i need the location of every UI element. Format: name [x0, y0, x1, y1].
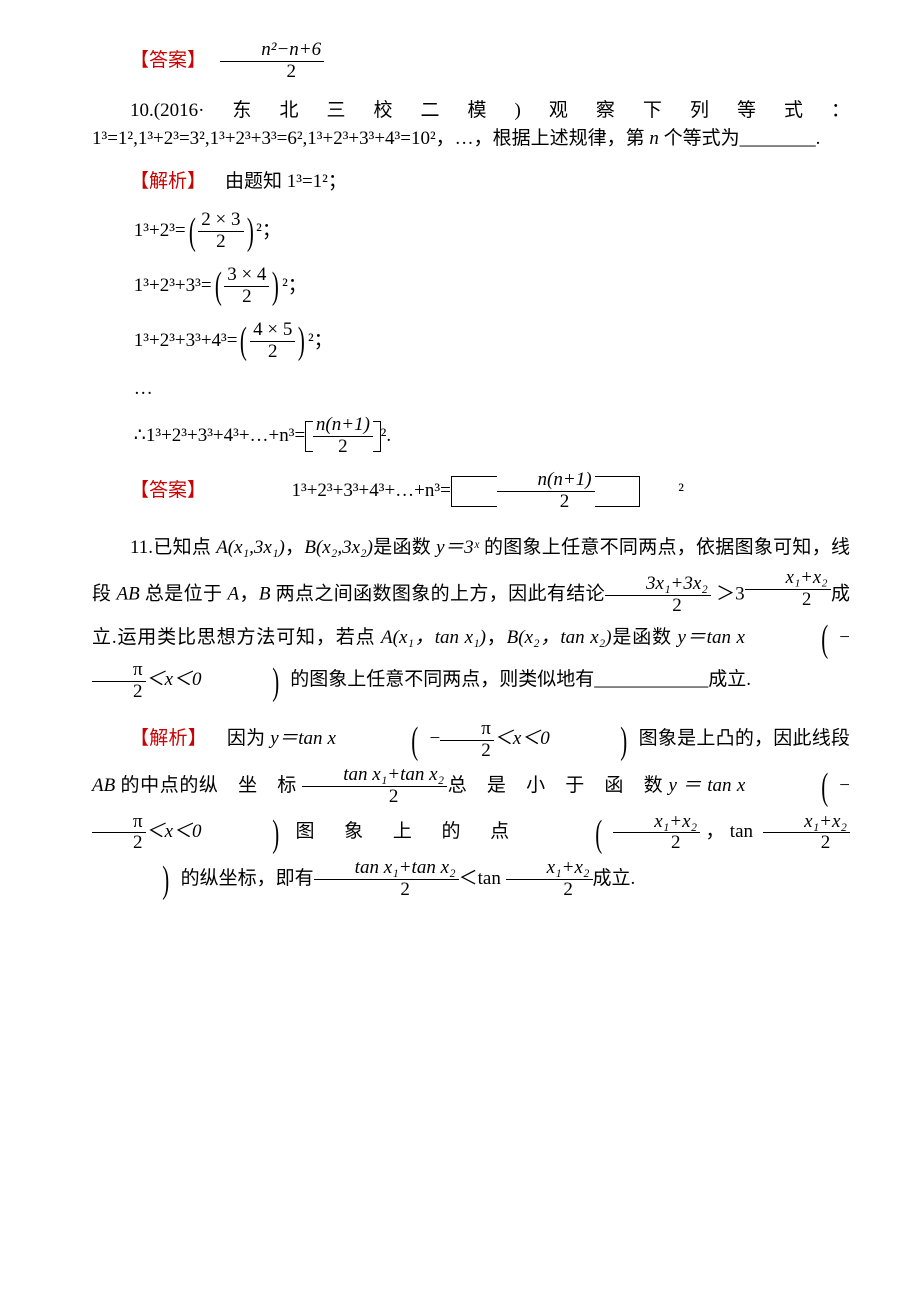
answer-label: 【答案】: [130, 50, 206, 71]
q10-answer: 【答案】 1³+2³+3³+4³+…+n³= n(n+1) 2 ²: [92, 470, 850, 513]
q11-stem: 11.已知点 A(x₁,3x₁​)，B(x₂,3x₂​)是函数 y＝3ˣ 的图象…: [92, 527, 850, 703]
q10-eq-line: 1³+2³+3³+4³=(4 × 52)²；: [134, 320, 850, 363]
q9-fraction: n²−n+6 2: [220, 40, 324, 83]
q10-conclusion: ∴1³+2³+3³+4³+…+n³= n(n+1) 2 ².: [134, 415, 850, 458]
q9-answer: 【答案】 n²−n+6 2: [92, 40, 850, 83]
solution-label: 【解析】: [130, 171, 206, 192]
q10-dots: …: [134, 375, 850, 404]
answer-label: 【答案】: [92, 477, 206, 506]
q10-equations: 1³+2³=(2 × 32)²； 1³+2³+3³=(3 × 42)²； 1³+2³…: [92, 210, 850, 362]
q10-solution: 【解析】 由题知 1³=1²；: [92, 168, 850, 197]
q10-eq-line: 1³+2³=(2 × 32)²；: [134, 210, 850, 253]
q10-eq-line: 1³+2³+3³=(3 × 42)²；: [134, 265, 850, 308]
q11-solution: 【解析】 因为 y＝tan x (−π2＜x＜0)图象是上凸的，因此线段 AB …: [92, 716, 850, 902]
q10-stem: 10.(2016·东北三校二模)观察下列等式：1³=1²,1³+2³=3²,1³…: [92, 97, 850, 154]
solution-label: 【解析】: [130, 728, 207, 749]
